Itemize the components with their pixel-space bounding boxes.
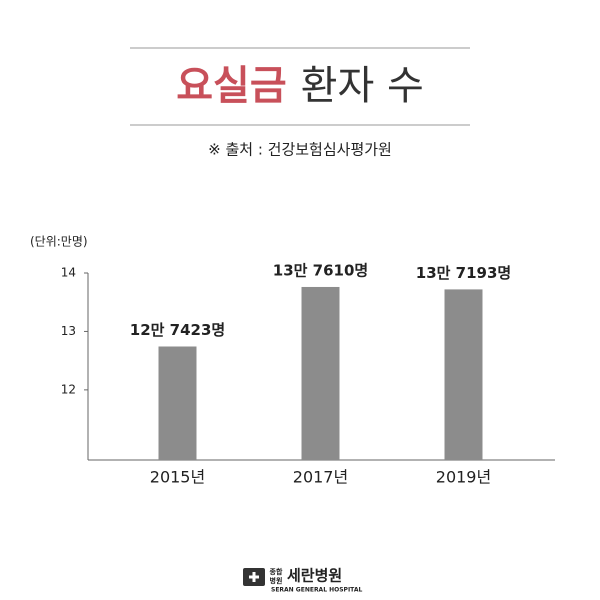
bar [158, 346, 197, 460]
title-highlight: 요실금 [176, 63, 286, 109]
logo-english: SERAN GENERAL HOSPITAL [271, 587, 362, 594]
y-tick-label: 14 [61, 266, 76, 280]
logo-cross [249, 572, 259, 582]
value-label: 12만 7423명 [130, 321, 225, 339]
value-label: 13만 7193명 [416, 264, 511, 282]
chart-title: 요실금 환자 수 [176, 63, 424, 109]
logo: 종합 병원 세란병원 SERAN GENERAL HOSPITAL [243, 567, 362, 594]
title-rest: 환자 수 [301, 63, 424, 109]
x-tick-label: 2017년 [293, 468, 348, 487]
x-tick-label: 2019년 [436, 468, 491, 487]
bar [444, 289, 483, 460]
bar [301, 286, 340, 460]
logo-name: 세란병원 [287, 567, 342, 585]
unit-label: (단위:만명) [30, 235, 88, 249]
x-tick-label: 2015년 [150, 468, 205, 487]
y-tick-label: 13 [61, 324, 76, 338]
logo-small: 병원 [270, 576, 283, 585]
logo-small: 종합 [270, 567, 283, 576]
y-tick-label: 12 [61, 382, 76, 396]
value-label: 13만 7610명 [273, 261, 368, 279]
source: ※ 출처 : 건강보험심사평가원 [208, 141, 392, 159]
